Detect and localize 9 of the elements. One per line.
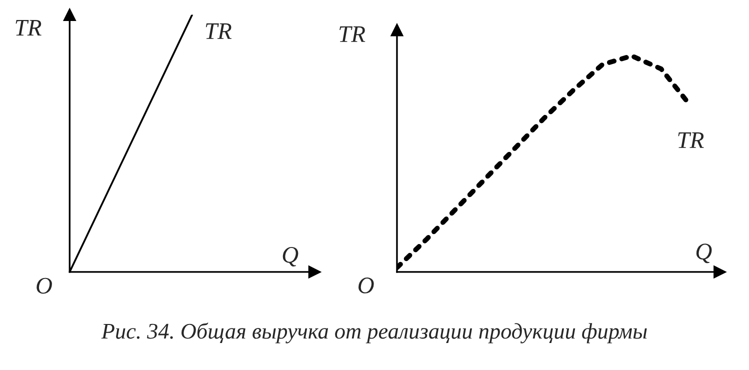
y-axis-title: TR bbox=[340, 26, 366, 42]
x-axis-title: Q bbox=[696, 244, 712, 264]
series-label: TR bbox=[206, 23, 232, 39]
x-axis-title: Q bbox=[282, 246, 298, 266]
text: Рис. 34. Общая выручка от реализации продукции фирмы bbox=[101, 322, 647, 344]
text: O bbox=[36, 278, 52, 294]
y-axis-title: TR bbox=[16, 20, 42, 36]
text: O bbox=[358, 278, 374, 294]
series-label: TR bbox=[678, 132, 704, 148]
